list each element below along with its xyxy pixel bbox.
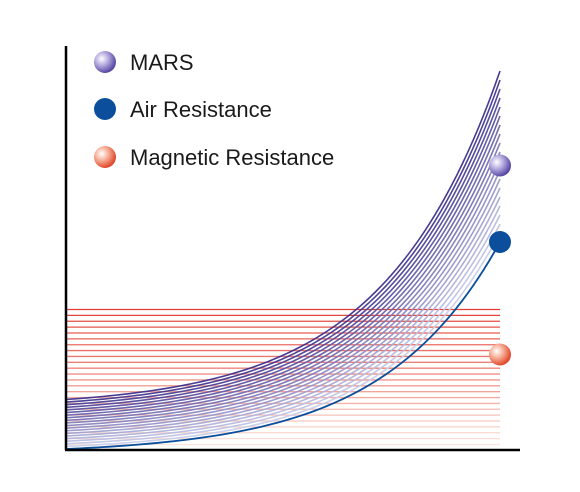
plot-area [64,46,520,452]
legend-item-air-resistance: Air Resistance [94,97,272,122]
mars-curve-15 [65,205,501,440]
mars-curve-12 [65,178,501,432]
mars-curve-16 [65,214,501,442]
legend-label-magnetic-resistance: Magnetic Resistance [130,145,334,170]
mars-curve-13 [65,187,501,435]
air-resistance-curve [65,241,501,450]
legend-item-mars: MARS [94,50,194,75]
mars-curve-8 [65,142,501,422]
legend-label-mars: MARS [130,50,194,75]
mars-end-marker [489,154,511,177]
mars-curve-10 [65,160,501,427]
mars-curve-11 [65,169,501,429]
magnetic-resistance-end-marker [489,343,511,366]
mars-curve-14 [65,196,501,437]
mars-curve-4 [65,106,501,411]
legend-item-magnetic-resistance: Magnetic Resistance [94,145,334,170]
mars-curve-2 [65,88,501,406]
air-resistance-end-marker [489,231,511,253]
mars-curve-9 [65,151,501,424]
mars-curve-5 [65,115,501,414]
mars-curve-3 [65,97,501,409]
legend-label-air-resistance: Air Resistance [130,97,272,122]
mars-curve-1 [65,79,501,403]
mars-curve-7 [65,133,501,419]
orange-gradient-dot-icon [94,146,116,168]
legend: MARS Air Resistance Magnetic Resistance [94,50,334,170]
mars-curve-0 [65,70,501,401]
mars-curve-17 [65,223,501,445]
purple-gradient-dot-icon [94,51,116,73]
mars-curve-18 [65,232,501,448]
blue-dot-icon [94,98,116,120]
mars-curve-6 [65,124,501,416]
